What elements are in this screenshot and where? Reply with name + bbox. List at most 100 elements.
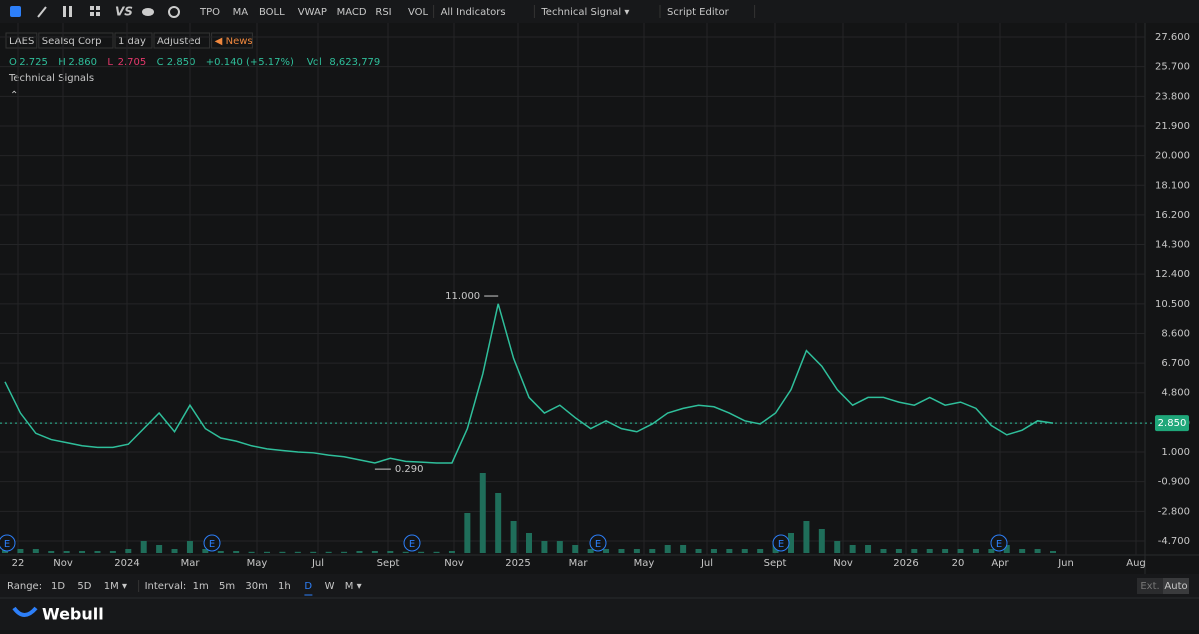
icon-grid[interactable]	[90, 6, 94, 10]
interval-button[interactable]: 5m	[219, 581, 235, 592]
interval-button[interactable]: D	[304, 581, 312, 592]
last-price-tag	[1155, 415, 1189, 432]
y-tick-label: -4.700	[1158, 536, 1190, 547]
volume-bar	[726, 549, 733, 553]
toolbar-item[interactable]: VWAP	[298, 7, 327, 18]
earnings-marker[interactable]	[990, 534, 1008, 552]
earnings-label[interactable]: E	[778, 539, 784, 550]
ext[interactable]: Ext.	[1140, 581, 1159, 592]
volume-bar	[1034, 549, 1041, 553]
ext-box[interactable]	[1137, 578, 1163, 594]
earnings-marker[interactable]	[772, 534, 790, 552]
volume-bar	[803, 521, 810, 553]
volume-bar	[972, 549, 979, 553]
volume-bar	[1050, 551, 1056, 553]
icon-grid[interactable]	[96, 6, 100, 10]
earnings-label[interactable]: E	[996, 539, 1002, 550]
volume-bar	[325, 551, 332, 553]
icon-grid[interactable]	[96, 12, 100, 16]
volume-bar	[217, 551, 224, 553]
y-tick-label: -0.900	[1158, 477, 1190, 488]
volume-bar	[710, 549, 717, 553]
toolbar-item[interactable]: Technical Signal ▾	[540, 7, 629, 18]
interval-button[interactable]: 30m	[245, 581, 267, 592]
icon-draw[interactable]	[37, 6, 47, 18]
toolbar-item[interactable]: MA	[233, 7, 249, 18]
volume-bar	[695, 549, 702, 553]
info-symbol[interactable]: LAES	[9, 36, 34, 47]
interval-button[interactable]: W	[325, 581, 335, 592]
icon-chart[interactable]	[10, 6, 21, 17]
info-period[interactable]: 1 day	[118, 36, 146, 47]
volume-bar	[479, 473, 486, 553]
quote-change: +0.140 (+5.17%)	[206, 57, 294, 68]
earnings-label[interactable]: E	[409, 539, 415, 550]
toolbar-item[interactable]: VOL	[408, 7, 429, 18]
icon-candle[interactable]	[63, 6, 66, 17]
icon-cloud[interactable]	[142, 8, 154, 16]
indicator[interactable]: Technical Signals	[8, 73, 94, 84]
toolbar-item[interactable]: BOLL	[259, 7, 285, 18]
toolbar-item[interactable]: All Indicators	[441, 7, 506, 18]
interval-button[interactable]: M ▾	[345, 581, 362, 592]
range-button[interactable]: 5D	[77, 581, 91, 592]
y-tick-label: 20.000	[1155, 151, 1190, 162]
icon-target[interactable]	[168, 6, 180, 18]
price-line	[4, 303, 1054, 464]
collapse[interactable]: ⌃	[10, 90, 18, 101]
auto[interactable]: Auto	[1164, 581, 1187, 592]
y-tick-label: 16.200	[1155, 210, 1190, 221]
volume-bar	[741, 549, 748, 553]
x-tick-label: 2026	[893, 558, 918, 569]
info-adjust[interactable]: Adjusted	[157, 36, 201, 47]
info-name[interactable]: Sealsq Corp	[42, 36, 102, 47]
volume-bar	[911, 549, 918, 553]
volume-bar	[495, 493, 502, 553]
x-tick-label: Nov	[833, 558, 853, 569]
info-box	[114, 32, 153, 49]
volume-bar	[988, 549, 995, 553]
quote-l: 2.705	[118, 57, 147, 68]
icon-vs[interactable]: VS	[115, 5, 133, 19]
y-tick-label: 12.400	[1155, 269, 1190, 280]
volume-bar	[264, 551, 270, 553]
volume-bar	[387, 551, 394, 553]
y-tick-label: 23.800	[1155, 91, 1190, 102]
toolbar-item[interactable]: MACD	[337, 7, 367, 18]
earnings-label[interactable]: E	[209, 539, 215, 550]
volume-bar	[633, 549, 640, 553]
volume-bar	[834, 541, 841, 553]
volume-bar	[125, 549, 132, 553]
interval-button[interactable]: 1h	[278, 581, 291, 592]
earnings-marker[interactable]	[403, 534, 421, 552]
volume-bar	[1019, 549, 1026, 553]
volume-bar	[140, 541, 147, 553]
interval-button[interactable]: 1m	[193, 581, 209, 592]
volume-bar	[402, 551, 409, 553]
range-button[interactable]: 1M ▾	[104, 581, 127, 592]
earnings-marker[interactable]	[589, 534, 607, 552]
x-tick-label: Aug	[1126, 558, 1146, 569]
info-news[interactable]: News	[226, 36, 253, 47]
high-label: 11.000	[445, 291, 480, 302]
volume-bar	[202, 549, 209, 553]
volume-bar	[63, 551, 70, 553]
earnings-label[interactable]: E	[595, 539, 601, 550]
earnings-label[interactable]: E	[4, 539, 10, 550]
earnings-marker[interactable]	[203, 534, 221, 552]
range-button[interactable]: 1D	[51, 581, 65, 592]
volume-bar	[680, 545, 687, 553]
toolbar-item[interactable]: TPO	[199, 7, 220, 18]
toolbar-item[interactable]: Script Editor	[667, 7, 730, 18]
y-tick-label: 1.000	[1161, 447, 1190, 458]
volume-bar	[79, 551, 86, 553]
auto-box[interactable]	[1163, 578, 1189, 594]
toolbar-item[interactable]: RSI	[375, 7, 391, 18]
quote-c-label: C	[157, 57, 164, 68]
earnings-marker[interactable]	[0, 534, 16, 552]
icon-candle[interactable]	[69, 6, 72, 17]
icon-grid[interactable]	[90, 12, 94, 16]
y-tick-label: 8.600	[1161, 328, 1190, 339]
brand: Webull	[42, 605, 104, 624]
